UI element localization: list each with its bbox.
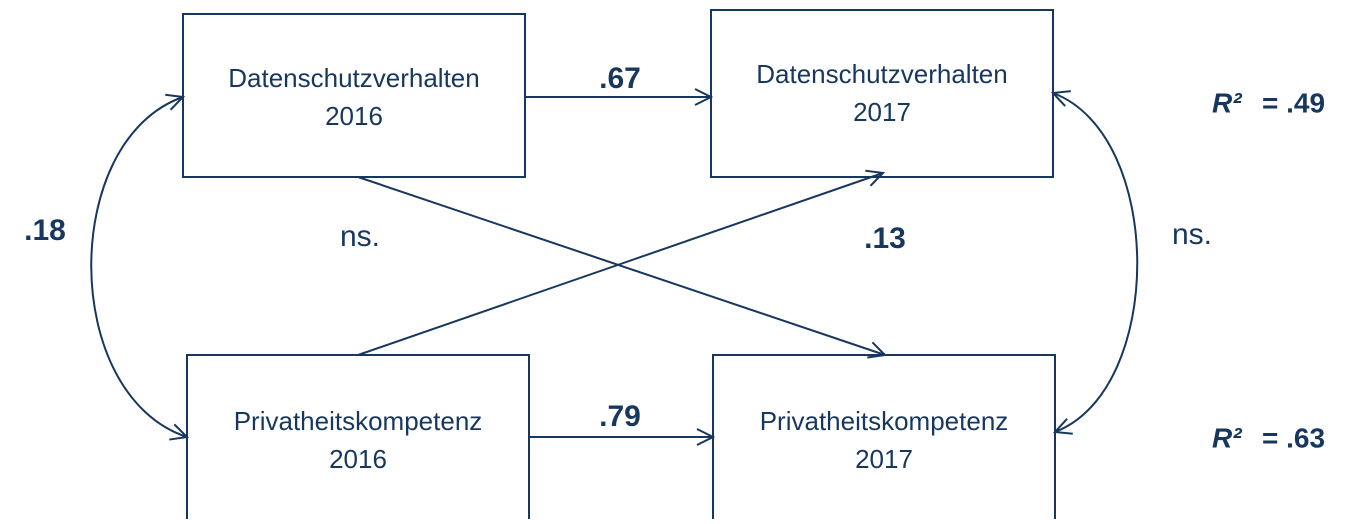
node-box [182, 13, 526, 178]
node-box [186, 354, 530, 524]
node-label: Datenschutzverhalten [756, 59, 1007, 89]
node-year: 2017 [853, 97, 911, 127]
node-year: 2017 [855, 444, 913, 474]
node-year: 2016 [325, 101, 383, 131]
node-box [710, 9, 1054, 178]
edge-label: .18 [24, 214, 66, 247]
node-year: 2016 [329, 444, 387, 474]
edge-label: .67 [599, 62, 641, 95]
edge-label: .79 [599, 400, 641, 433]
node-label: Privatheitskompetenz [760, 406, 1009, 436]
arrow [357, 173, 883, 356]
node-box [712, 354, 1056, 524]
correlation-arrow [90, 97, 187, 437]
node-label: Privatheitskompetenz [234, 406, 483, 436]
edge-label: ns. [1172, 218, 1212, 251]
edge-label: .13 [864, 222, 906, 255]
r-squared-symbol: R² [1212, 87, 1242, 118]
edge-label: ns. [340, 220, 380, 253]
arrow [357, 176, 885, 355]
r-squared-value: = .49 [1262, 87, 1325, 118]
correlation-arrow [1053, 93, 1139, 432]
r-squared-value: = .63 [1262, 422, 1325, 453]
r-squared-symbol: R² [1212, 422, 1242, 453]
node-label: Datenschutzverhalten [228, 63, 479, 93]
